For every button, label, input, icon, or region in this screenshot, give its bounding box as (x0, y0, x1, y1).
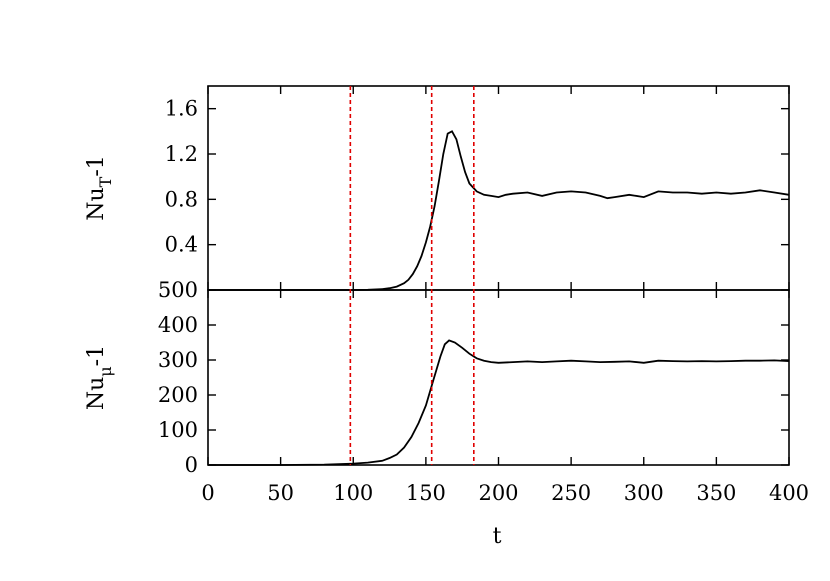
x-tick-label: 350 (696, 481, 736, 505)
bottom-y-tick-label: 200 (158, 383, 198, 407)
top-y-tick-label: 0.8 (165, 187, 198, 211)
x-tick-label: 200 (478, 481, 518, 505)
bottom-plot-frame (207, 289, 790, 466)
top-y-label-tail: -1 (84, 155, 109, 176)
top-y-label-main: Nu (84, 187, 109, 220)
bottom-y-label-tail: -1 (84, 345, 109, 366)
bottom-panel: 0 100 200 300 400 500 Nuμ-1 (84, 278, 790, 477)
top-y-label-sub: T (96, 176, 115, 187)
top-y-axis-label: NuT-1 (84, 155, 115, 221)
x-tick-label: 50 (267, 481, 294, 505)
top-series-line (208, 130, 790, 291)
top-y-tick-label: 1.2 (165, 142, 198, 166)
x-tick-label: 400 (769, 481, 809, 505)
vertical-markers (349, 86, 475, 465)
x-tick-label: 0 (201, 481, 214, 505)
x-tick-label: 100 (333, 481, 373, 505)
bottom-y-tick-label: 100 (158, 418, 198, 442)
x-tick-label: 250 (551, 481, 591, 505)
bottom-y-tick-label: 500 (158, 278, 198, 302)
bottom-y-tick-label: 400 (158, 313, 198, 337)
x-axis-label: t (493, 524, 502, 549)
top-y-tick-label: 1.6 (165, 97, 198, 121)
bottom-y-tick-label: 0 (185, 453, 198, 477)
bottom-y-axis-label: Nuμ-1 (84, 345, 115, 410)
bottom-y-label-sub: μ (96, 366, 115, 376)
bottom-y-tick-label: 300 (158, 348, 198, 372)
x-tick-label: 300 (624, 481, 664, 505)
x-tick-label: 150 (406, 481, 446, 505)
x-axis: 0 50 100 150 200 250 300 350 400 (201, 481, 809, 505)
bottom-series-line (208, 339, 790, 466)
bottom-y-label-main: Nu (84, 377, 109, 410)
top-panel: 0.4 0.8 1.2 1.6 NuT-1 (84, 85, 790, 291)
top-plot-frame (207, 85, 790, 291)
top-y-tick-label: 0.4 (165, 233, 198, 257)
